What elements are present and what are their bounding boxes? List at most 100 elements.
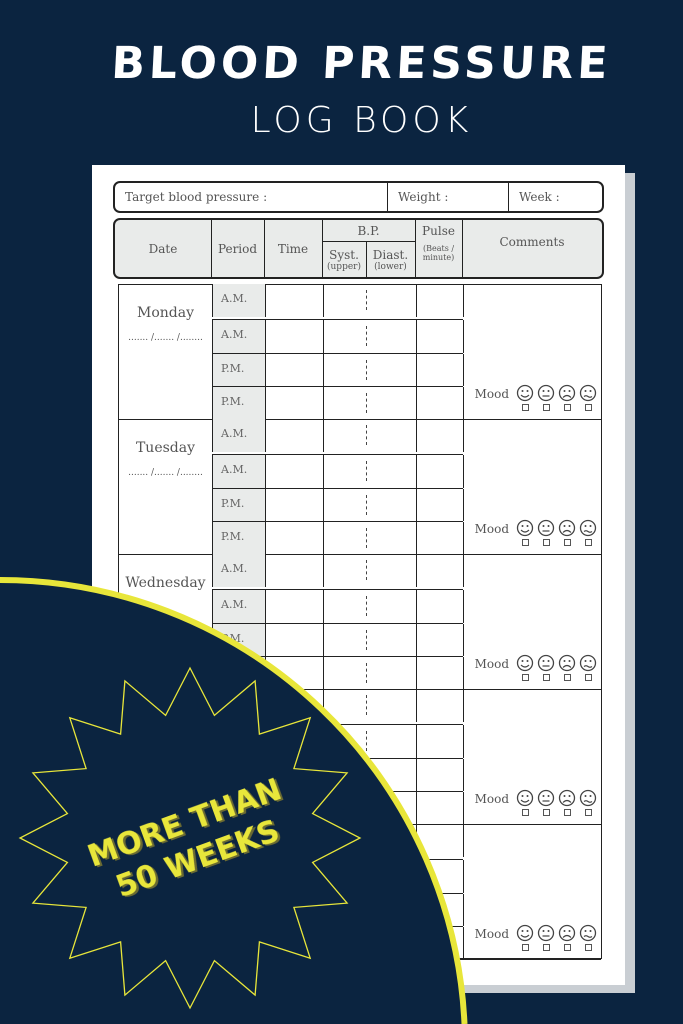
neutral-face-icon xyxy=(537,654,555,672)
mood-label: Mood xyxy=(474,927,509,941)
pulse-sub: (Beats / minute) xyxy=(422,244,455,262)
mood-option[interactable] xyxy=(537,789,555,816)
mood-checkbox[interactable] xyxy=(542,539,550,546)
day-block: Tuesday ....... /....... /........ A.M. A… xyxy=(119,418,601,555)
bp-divider xyxy=(366,494,367,515)
mood-option[interactable] xyxy=(579,384,597,411)
mood-option[interactable] xyxy=(516,789,534,816)
column-header: Date Period Time B.P. Syst. (upper) Diast… xyxy=(113,218,604,279)
mood-checkbox[interactable] xyxy=(521,404,529,411)
mood-label: Mood xyxy=(474,792,509,806)
worried-face-icon xyxy=(579,384,597,402)
mood-selector: Mood xyxy=(475,654,597,681)
neutral-face-icon xyxy=(537,519,555,537)
mood-checkbox[interactable] xyxy=(584,944,592,951)
corner-circle-border xyxy=(0,577,468,1024)
bp-divider xyxy=(366,528,367,549)
happy-face-icon xyxy=(516,789,534,807)
worried-face-icon xyxy=(579,789,597,807)
mood-option[interactable] xyxy=(516,519,534,546)
diast-sub: (lower) xyxy=(374,261,407,272)
syst-sub: (upper) xyxy=(327,261,361,272)
period-cell: A.M. xyxy=(212,553,265,588)
header-pulse: Pulse (Beats / minute) xyxy=(415,220,462,277)
sad-face-icon xyxy=(558,924,576,942)
table-row: A.M. xyxy=(212,418,464,453)
mood-option[interactable] xyxy=(558,519,576,546)
mood-checkbox[interactable] xyxy=(584,404,592,411)
table-row: A.M. xyxy=(212,453,464,488)
bp-divider xyxy=(366,663,367,684)
target-bp-field: Target blood pressure : xyxy=(125,190,268,204)
mood-option[interactable] xyxy=(558,924,576,951)
mood-checkbox[interactable] xyxy=(563,809,571,816)
mood-checkbox[interactable] xyxy=(563,539,571,546)
table-row: A.M. xyxy=(212,318,464,353)
period-cell: P.M. xyxy=(212,353,265,387)
table-row: A.M. xyxy=(212,553,464,588)
mood-label: Mood xyxy=(474,387,509,401)
day-date-field: ....... /....... /........ xyxy=(128,333,203,343)
mood-label: Mood xyxy=(474,657,509,671)
mood-option[interactable] xyxy=(579,519,597,546)
period-cell: P.M. xyxy=(212,522,265,555)
mood-option[interactable] xyxy=(537,924,555,951)
mood-checkbox[interactable] xyxy=(563,944,571,951)
mood-selector: Mood xyxy=(475,924,597,951)
mood-option[interactable] xyxy=(516,924,534,951)
mood-checkbox[interactable] xyxy=(584,674,592,681)
mood-option[interactable] xyxy=(558,654,576,681)
corner-circle xyxy=(0,580,465,1024)
day-block: Monday ....... /....... /........ A.M. A.… xyxy=(119,283,601,420)
mood-checkbox[interactable] xyxy=(521,809,529,816)
mood-checkbox[interactable] xyxy=(584,809,592,816)
bp-divider xyxy=(366,730,367,751)
table-row: P.M. xyxy=(212,386,464,420)
mood-checkbox[interactable] xyxy=(542,809,550,816)
diast-label: Diast. xyxy=(372,247,409,262)
mood-checkbox[interactable] xyxy=(521,944,529,951)
info-bar: Target blood pressure : Weight : Week : xyxy=(113,181,604,213)
mood-option[interactable] xyxy=(516,384,534,411)
mood-checkbox[interactable] xyxy=(542,674,550,681)
mood-option[interactable] xyxy=(579,924,597,951)
mood-option[interactable] xyxy=(558,789,576,816)
worried-face-icon xyxy=(579,654,597,672)
day-name: Tuesday xyxy=(135,440,196,456)
day-name: Wednesday xyxy=(125,575,206,591)
neutral-face-icon xyxy=(537,924,555,942)
mood-checkbox[interactable] xyxy=(542,404,550,411)
mood-selector: Mood xyxy=(475,789,597,816)
bp-divider xyxy=(366,393,367,414)
mood-option[interactable] xyxy=(579,654,597,681)
mood-selector: Mood xyxy=(475,384,597,411)
mood-option[interactable] xyxy=(537,384,555,411)
mood-option[interactable] xyxy=(579,789,597,816)
mood-checkbox[interactable] xyxy=(563,674,571,681)
mood-option[interactable] xyxy=(537,519,555,546)
happy-face-icon xyxy=(516,519,534,537)
mood-option[interactable] xyxy=(516,654,534,681)
period-cell: A.M. xyxy=(212,283,265,318)
header-diast: Diast. (lower) xyxy=(366,242,415,277)
mood-option[interactable] xyxy=(537,654,555,681)
day-name: Monday xyxy=(137,305,194,321)
header-bp: B.P. xyxy=(322,220,415,242)
mood-checkbox[interactable] xyxy=(542,944,550,951)
mood-checkbox[interactable] xyxy=(563,404,571,411)
mood-checkbox[interactable] xyxy=(584,539,592,546)
mood-option[interactable] xyxy=(558,384,576,411)
sad-face-icon xyxy=(558,519,576,537)
mood-selector: Mood xyxy=(475,519,597,546)
period-cell: P.M. xyxy=(212,387,265,420)
mood-checkbox[interactable] xyxy=(521,539,529,546)
worried-face-icon xyxy=(579,924,597,942)
bp-divider xyxy=(366,595,367,616)
happy-face-icon xyxy=(516,384,534,402)
mood-checkbox[interactable] xyxy=(521,674,529,681)
bp-divider xyxy=(366,424,367,445)
happy-face-icon xyxy=(516,654,534,672)
bp-divider xyxy=(366,559,367,580)
sad-face-icon xyxy=(558,654,576,672)
